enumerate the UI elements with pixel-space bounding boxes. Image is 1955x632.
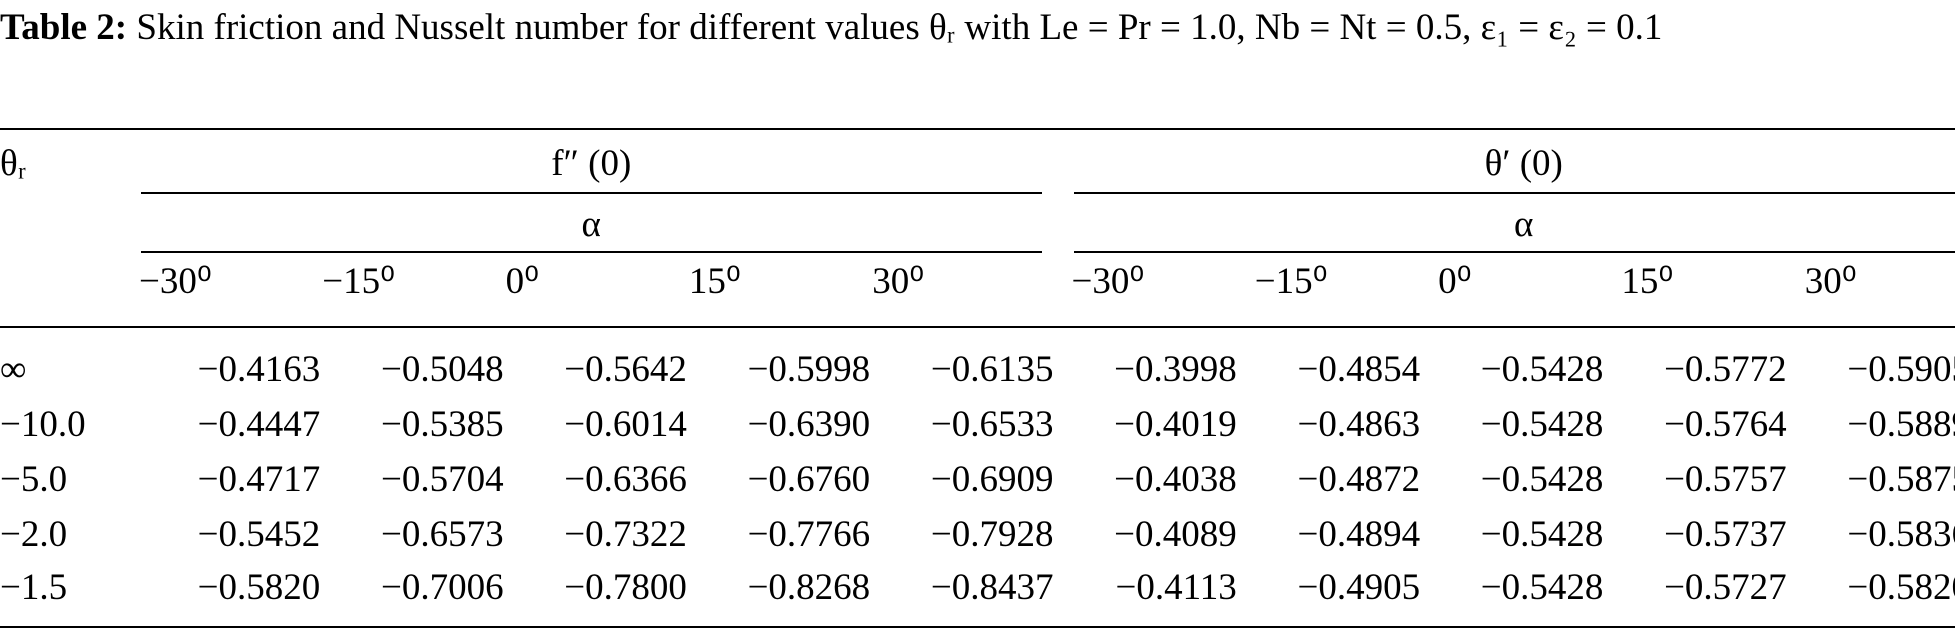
cell: −0.5905 xyxy=(1847,349,1955,390)
cell: −0.4089 xyxy=(1114,514,1237,555)
cell: −0.5737 xyxy=(1664,514,1787,555)
cell: −0.5428 xyxy=(1480,514,1604,555)
row-label: −1.5 xyxy=(0,567,68,608)
cell: −0.8437 xyxy=(930,567,1054,608)
cell: −0.4894 xyxy=(1297,514,1421,555)
cell: −0.8268 xyxy=(747,567,871,608)
cell: −0.6390 xyxy=(747,404,871,445)
cell: −0.4447 xyxy=(197,404,321,445)
column-header: 30⁰ xyxy=(872,261,925,302)
row-label: ∞ xyxy=(0,349,27,390)
column-header: 0⁰ xyxy=(505,261,539,302)
cell: −0.6533 xyxy=(930,404,1054,445)
cell: −0.7800 xyxy=(564,567,687,608)
cell: −0.5875 xyxy=(1847,459,1955,500)
caption-text: Skin friction and Nusselt number for dif… xyxy=(136,7,1663,48)
cell: −0.5704 xyxy=(380,459,504,500)
param-rule xyxy=(141,251,1042,253)
top-rule xyxy=(0,128,1955,130)
row-label: −5.0 xyxy=(0,459,68,500)
group-rule xyxy=(1073,192,1955,194)
cell: −0.6573 xyxy=(380,514,504,555)
param-rule xyxy=(1073,251,1955,253)
cell: −0.6760 xyxy=(747,459,871,500)
cell: −0.4163 xyxy=(197,349,321,390)
cell: −0.5820 xyxy=(1847,567,1955,608)
cell: −0.5772 xyxy=(1664,349,1787,390)
group-rule xyxy=(141,192,1042,194)
cell: −0.7006 xyxy=(380,567,504,608)
cell: −0.4872 xyxy=(1297,459,1421,500)
cell: −0.5428 xyxy=(1480,349,1604,390)
header-rule xyxy=(0,326,1955,328)
cell: −0.3998 xyxy=(1114,349,1237,390)
group-title: θ′ (0) xyxy=(1484,143,1563,184)
cell: −0.4854 xyxy=(1297,349,1421,390)
cell: −0.7766 xyxy=(747,514,871,555)
cell: −0.7322 xyxy=(564,514,687,555)
column-header: 15⁰ xyxy=(1621,261,1674,302)
column-header: −15⁰ xyxy=(322,261,395,302)
cell: −0.7928 xyxy=(930,514,1054,555)
column-header: −15⁰ xyxy=(1254,261,1328,302)
cell: −0.6366 xyxy=(564,459,687,500)
column-header: 15⁰ xyxy=(688,261,741,302)
cell: −0.4113 xyxy=(1115,567,1237,608)
cell: −0.5764 xyxy=(1664,404,1787,445)
group-title: f″ (0) xyxy=(551,143,632,184)
cell: −0.5820 xyxy=(197,567,321,608)
cell: −0.5428 xyxy=(1480,567,1604,608)
group-param: α xyxy=(581,204,601,245)
cell: −0.5428 xyxy=(1480,404,1604,445)
column-header: 0⁰ xyxy=(1438,261,1472,302)
cell: −0.5048 xyxy=(380,349,504,390)
cell: −0.4019 xyxy=(1114,404,1237,445)
bottom-rule xyxy=(0,626,1955,628)
column-header: −30⁰ xyxy=(1071,261,1145,302)
row-label: −10.0 xyxy=(0,404,86,445)
cell: −0.4905 xyxy=(1297,567,1421,608)
cell: −0.5757 xyxy=(1664,459,1787,500)
column-header: 30⁰ xyxy=(1804,261,1857,302)
column-header: −30⁰ xyxy=(139,261,212,302)
cell: −0.5727 xyxy=(1664,567,1787,608)
row-header: θᵣ xyxy=(0,143,27,184)
cell: −0.4863 xyxy=(1297,404,1421,445)
cell: −0.4717 xyxy=(197,459,321,500)
row-label: −2.0 xyxy=(0,514,68,555)
cell: −0.5836 xyxy=(1847,514,1955,555)
group-param: α xyxy=(1514,204,1534,245)
cell: −0.6909 xyxy=(930,459,1054,500)
cell: −0.5642 xyxy=(564,349,687,390)
cell: −0.5385 xyxy=(380,404,504,445)
cell: −0.5998 xyxy=(747,349,871,390)
cell: −0.6014 xyxy=(564,404,687,445)
caption-label: Table 2: xyxy=(0,7,128,48)
cell: −0.6135 xyxy=(930,349,1054,390)
caption: Table 2: Skin friction and Nusselt numbe… xyxy=(0,6,1955,50)
cell: −0.4038 xyxy=(1114,459,1237,500)
cell: −0.5452 xyxy=(197,514,321,555)
cell: −0.5428 xyxy=(1480,459,1604,500)
cell: −0.5889 xyxy=(1847,404,1955,445)
